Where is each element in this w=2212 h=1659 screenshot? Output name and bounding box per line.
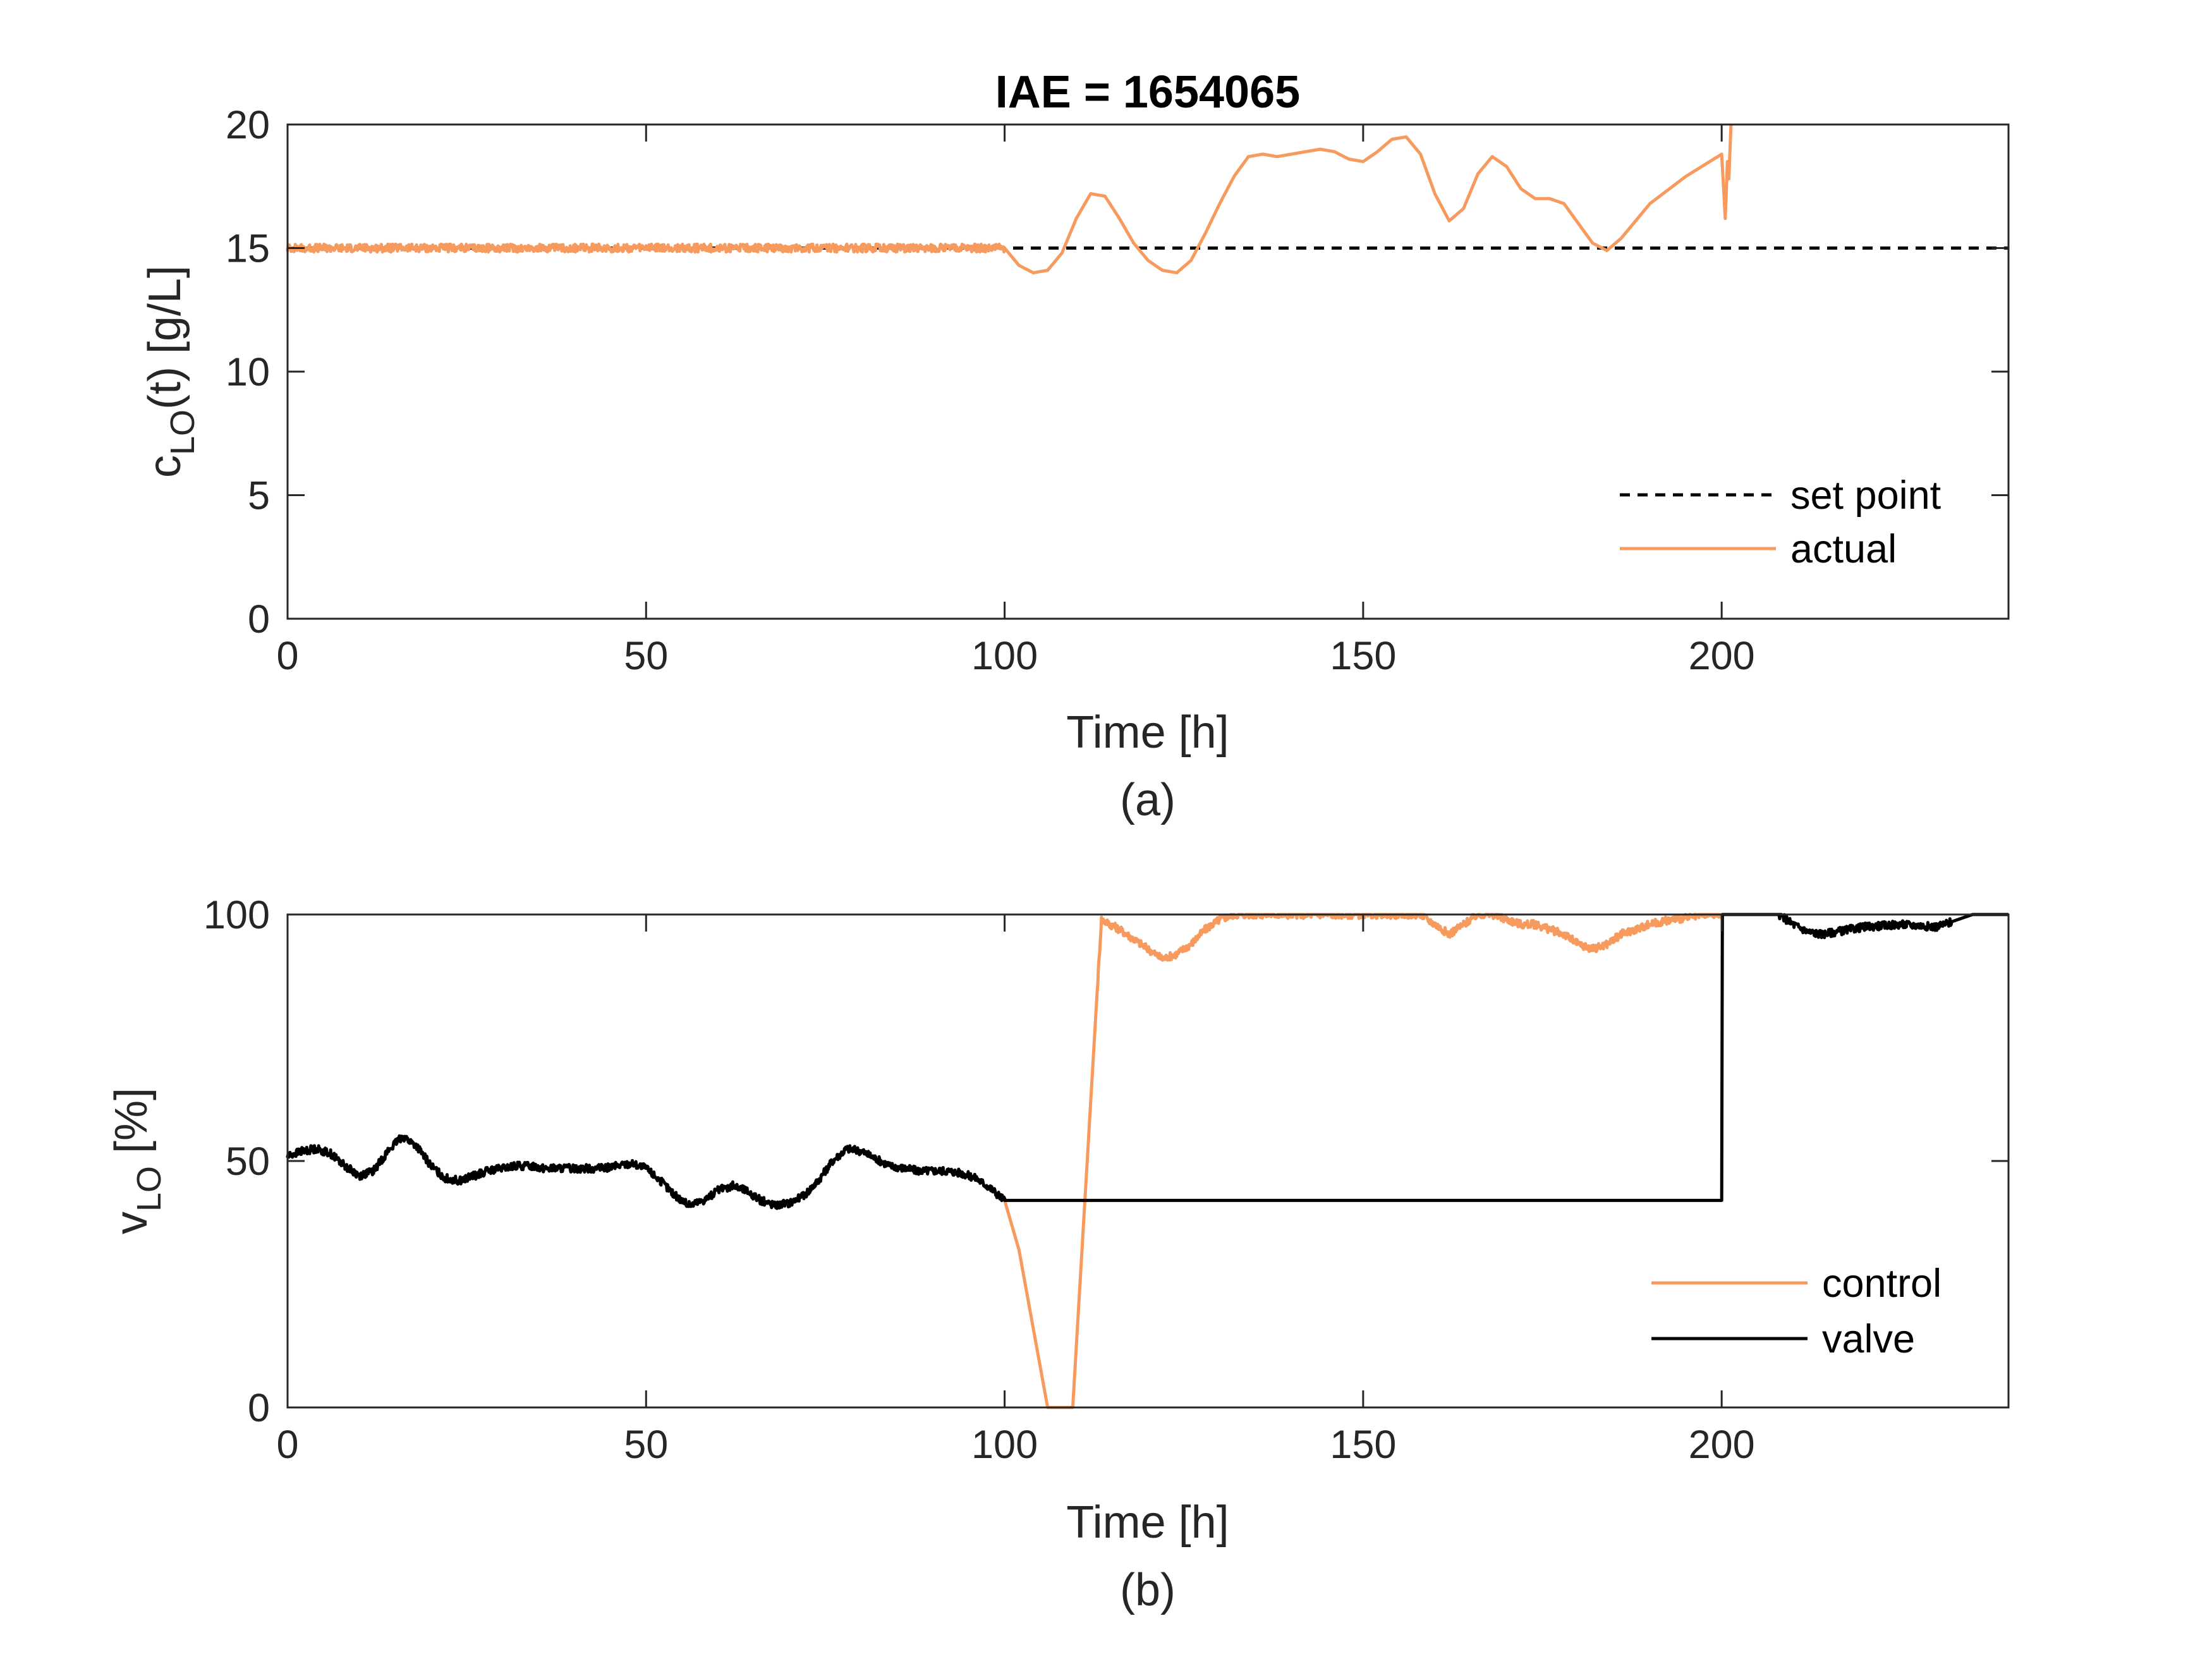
panel-a-title: IAE = 1654065 — [995, 67, 1300, 118]
series-line-valve — [286, 913, 2010, 1210]
legend-label-control: control — [1822, 1261, 1942, 1306]
panel-b-y-axis-label: vLO [%] — [106, 1088, 168, 1234]
series-line-actual — [286, 124, 1733, 275]
x-tick-label: 150 — [1330, 1423, 1396, 1467]
panel-a-caption: (a) — [1120, 775, 1176, 825]
panel-a-series-group — [286, 124, 2010, 275]
x-tick-label: 100 — [971, 634, 1038, 678]
x-tick-label: 200 — [1689, 1423, 1755, 1467]
y-tick-label: 0 — [248, 597, 270, 641]
x-tick-label: 50 — [624, 634, 668, 678]
panel-a-axes-frame — [286, 123, 2010, 620]
panel-a-ticks: 0 50 100 150 200 0 5 10 15 20 — [226, 103, 2008, 678]
panel-a-axes-box — [286, 123, 2010, 620]
legend-label-set-point: set point — [1790, 473, 1942, 518]
panel-b-axes-box — [286, 913, 2010, 1409]
panel-a-x-axis-label: Time [h] — [1066, 707, 1229, 758]
x-tick-label: 0 — [276, 1423, 298, 1467]
y-tick-label: 10 — [226, 350, 270, 394]
x-tick-label: 0 — [276, 634, 298, 678]
y-tick-label: 50 — [226, 1139, 270, 1184]
legend-label-actual: actual — [1790, 527, 1897, 571]
x-tick-label: 200 — [1689, 634, 1755, 678]
panel-b-x-axis-label: Time [h] — [1066, 1497, 1229, 1548]
x-tick-label: 50 — [624, 1423, 668, 1467]
x-tick-label: 150 — [1330, 634, 1396, 678]
x-tick-label: 100 — [971, 1423, 1038, 1467]
y-tick-label: 20 — [226, 103, 270, 147]
y-tick-label: 15 — [226, 227, 270, 271]
panel-a-chart: 0 50 100 150 200 0 5 10 15 20 IAE = 1654065 Time … — [140, 67, 2010, 825]
y-tick-label: 0 — [248, 1386, 270, 1430]
panel-b-ticks: 0 50 100 150 200 0 50 100 — [204, 893, 2008, 1467]
panel-a-legend: set point actual — [1620, 473, 1942, 571]
y-tick-label: 5 — [248, 474, 270, 518]
panel-a-y-axis-label: cLO(t) [g/L] — [140, 265, 202, 478]
panel-b-axes-frame — [286, 913, 2010, 1409]
legend-label-valve: valve — [1822, 1317, 1915, 1361]
panel-b-legend: control valve — [1651, 1261, 1942, 1361]
panel-b-caption: (b) — [1120, 1565, 1176, 1615]
y-tick-label: 100 — [204, 893, 270, 937]
